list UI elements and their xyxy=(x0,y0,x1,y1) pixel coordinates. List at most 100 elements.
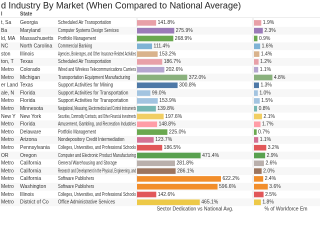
x-axis-title: Sector Dedication vs National Avg. xyxy=(157,206,234,212)
value-label: 286.1% xyxy=(177,168,195,174)
metro: Metro xyxy=(1,129,14,135)
bar xyxy=(137,129,168,135)
value-label: 4.8% xyxy=(274,75,286,81)
bar xyxy=(137,113,164,120)
bar xyxy=(137,121,158,128)
industry: Colleges, Universities, and Professional… xyxy=(58,192,136,198)
value-label: 622.2% xyxy=(222,176,240,182)
bar xyxy=(254,113,263,120)
value-label: 268.9% xyxy=(175,36,193,42)
metro: Metro xyxy=(1,98,14,104)
bar xyxy=(137,144,163,151)
industry: Transportation Equipment Manufacturing xyxy=(58,75,130,81)
chart: d Industry By Market (When Compared to N… xyxy=(0,0,320,212)
bar xyxy=(137,191,157,198)
value-label: 1.1% xyxy=(260,67,272,73)
metro: Metro xyxy=(1,168,14,174)
value-label: 1.1% xyxy=(260,137,272,143)
industry: Computer and Electronic Product Manufact… xyxy=(58,153,136,159)
state: Maryland xyxy=(20,28,41,34)
value-label: 2.1% xyxy=(264,114,276,120)
industry: Nondepository Credit Intermediation xyxy=(58,137,125,143)
value-label: 141.8% xyxy=(158,20,176,26)
value-label: 99.0% xyxy=(152,90,167,96)
state: Florida xyxy=(20,122,36,128)
state: Washington xyxy=(20,184,46,190)
industry: Wired and Wireless Telecommunications Ca… xyxy=(58,67,136,73)
value-label: 1.2% xyxy=(260,59,272,65)
industry: Scheduled Air Transportation xyxy=(58,59,111,65)
metro: NC xyxy=(1,44,9,50)
metro: Metro xyxy=(1,137,14,143)
bar xyxy=(137,35,174,42)
metro: Metro xyxy=(1,192,14,198)
state: Texas xyxy=(20,59,34,65)
industry: Software Publishers xyxy=(58,176,95,182)
value-label: 2.5% xyxy=(265,192,277,198)
bar xyxy=(254,176,264,182)
value-label: 142.6% xyxy=(158,192,176,198)
value-label: 148.8% xyxy=(159,122,177,128)
row-band xyxy=(0,120,320,129)
metro: ton, T xyxy=(1,59,14,65)
bar xyxy=(254,98,260,104)
industry: Navigational, Measuring, Electromedical … xyxy=(58,106,136,112)
industry: Scheduled Air Transportation xyxy=(58,20,111,26)
metro: Metro xyxy=(1,161,14,167)
value-label: 2.3% xyxy=(264,28,276,34)
state: California xyxy=(20,176,41,182)
value-label: 186.7% xyxy=(164,59,182,65)
bar xyxy=(137,51,158,57)
value-label: 186.5% xyxy=(164,145,182,151)
industry: Agencies, Brokerages, and Other Insuranc… xyxy=(58,51,136,57)
value-label: 1.3% xyxy=(260,83,272,89)
industry: Support Activities for Transportation xyxy=(58,90,128,96)
bar xyxy=(137,74,188,81)
metro: OR xyxy=(1,153,9,159)
bar xyxy=(254,137,259,143)
bar xyxy=(137,183,218,190)
bar xyxy=(137,168,176,174)
industry: Support Activities for Mining xyxy=(58,83,113,89)
bar xyxy=(254,160,264,167)
value-label: 471.4% xyxy=(202,153,220,159)
metro: ld, MA xyxy=(1,36,16,42)
metro: New Y xyxy=(1,114,16,120)
value-label: 0.8% xyxy=(259,106,271,112)
metro: Metro xyxy=(1,75,14,81)
bar xyxy=(137,20,157,26)
state: Colorado xyxy=(20,67,41,73)
bar xyxy=(137,160,176,167)
bar xyxy=(137,152,201,159)
state: Minnesota xyxy=(20,106,43,112)
bar xyxy=(254,152,266,159)
state: Michigan xyxy=(20,75,40,81)
column-header: State xyxy=(20,11,32,17)
bar xyxy=(254,144,267,151)
bar xyxy=(254,129,257,135)
metro: t, Sa xyxy=(1,20,12,26)
state: District of Co xyxy=(20,200,49,206)
metro: Metro xyxy=(1,184,14,190)
metro: Metro xyxy=(1,67,14,73)
row-band xyxy=(0,136,320,144)
bar xyxy=(254,191,264,198)
state: Delaware xyxy=(20,129,41,135)
industry: Office Administrative Services xyxy=(58,200,115,206)
value-label: 275.9% xyxy=(176,28,194,34)
industry: Portfolio Management xyxy=(58,129,96,135)
bar xyxy=(137,105,156,112)
bar xyxy=(254,66,259,73)
state: California xyxy=(20,168,41,174)
metro: Metro xyxy=(1,145,14,151)
bar xyxy=(254,27,263,34)
industry: Computer Systems Design Services xyxy=(58,28,119,34)
metro: Ba xyxy=(1,28,7,34)
industry: Support Activities for Transportation xyxy=(58,98,128,104)
metro: er Land xyxy=(1,83,18,89)
value-label: 225.0% xyxy=(169,129,187,135)
value-label: 281.8% xyxy=(177,161,195,167)
bar xyxy=(137,199,200,206)
metro: Metro xyxy=(1,106,14,112)
bar xyxy=(137,27,175,34)
